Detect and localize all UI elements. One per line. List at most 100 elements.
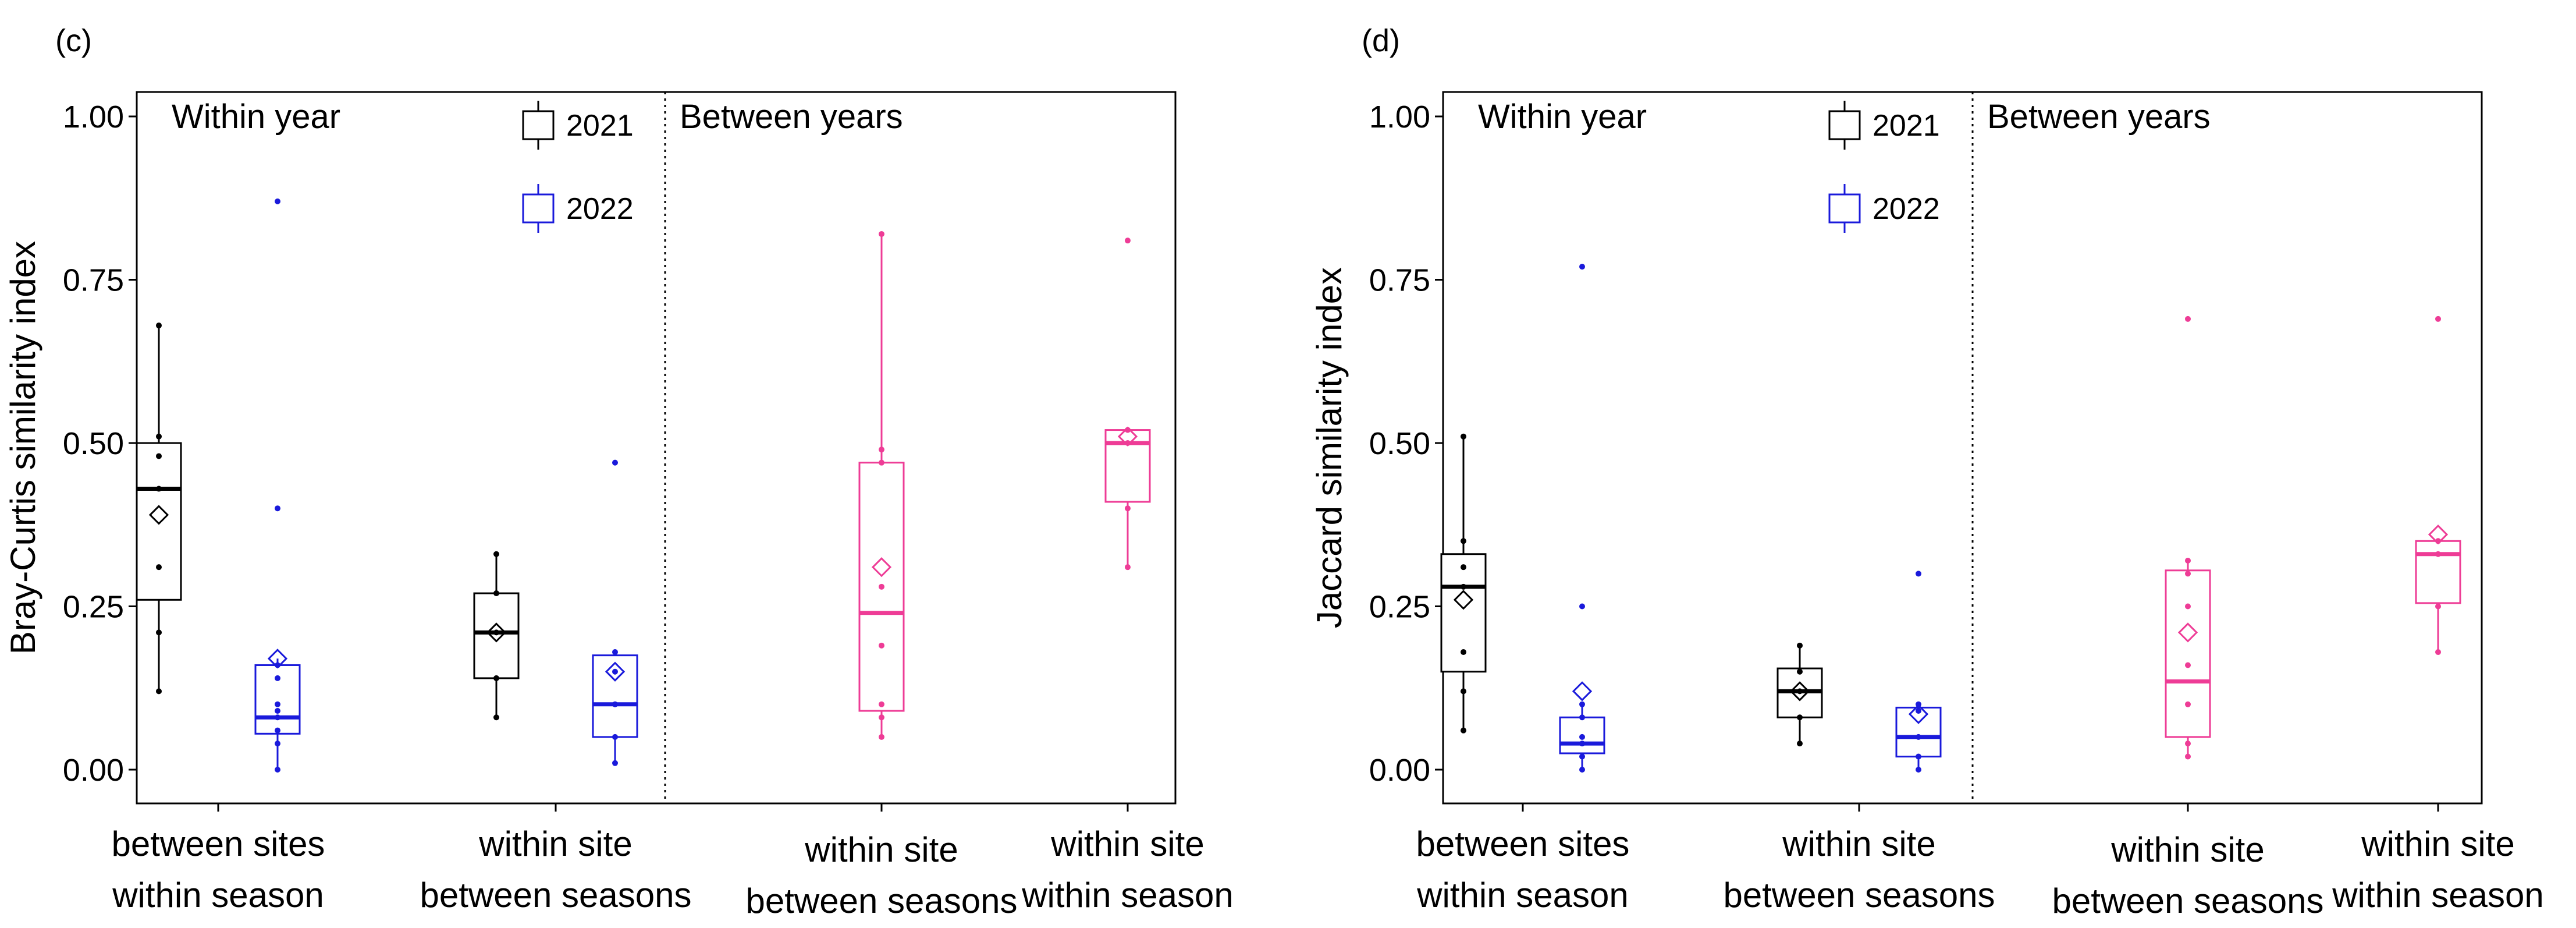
region-label-within-year: Within year — [1478, 98, 1647, 136]
data-point — [156, 564, 162, 571]
box-between-group-3 — [1104, 238, 1151, 571]
data-point — [156, 453, 162, 459]
outlier-point — [275, 198, 280, 204]
y-tick-label: 1.00 — [63, 100, 124, 134]
legend-label: 2021 — [1873, 109, 1940, 143]
data-point — [493, 714, 499, 721]
y-tick-label: 0.00 — [63, 753, 124, 788]
data-point — [1461, 433, 1466, 440]
box-body — [592, 654, 638, 738]
data-point — [1797, 714, 1803, 721]
box-2022-group-0 — [254, 198, 301, 773]
data-point — [612, 734, 618, 740]
data-point — [1461, 538, 1466, 544]
data-point — [1579, 741, 1585, 747]
data-point — [1797, 642, 1803, 649]
box-between-group-2 — [2165, 316, 2211, 760]
data-point — [879, 447, 884, 453]
data-point — [2435, 603, 2441, 610]
legend-label: 2022 — [566, 192, 634, 226]
data-point — [2435, 649, 2441, 656]
legend-item-2021: 2021 — [1828, 101, 1940, 150]
data-point — [156, 688, 162, 695]
region-label-between-years: Between years — [680, 98, 903, 136]
data-point — [1461, 727, 1466, 734]
data-point — [1461, 583, 1466, 590]
data-point — [156, 433, 162, 440]
legend-item-2021: 2021 — [522, 101, 634, 150]
data-point — [1797, 741, 1803, 747]
box-between-group-2 — [858, 231, 905, 740]
data-point — [2185, 603, 2191, 610]
data-point — [1461, 649, 1466, 656]
y-tick-label: 0.25 — [1369, 590, 1430, 625]
y-axis-title: Bray-Curtis similarity index — [3, 241, 42, 654]
region-label-between-years: Between years — [1987, 98, 2211, 136]
data-point — [275, 727, 280, 734]
panel-d: (d) Jaccard similarity index 0.00 0.25 0.50 0… — [1310, 23, 2544, 920]
data-point — [612, 668, 618, 675]
data-point — [1797, 688, 1803, 695]
data-point — [1579, 767, 1585, 773]
data-point — [1461, 564, 1466, 571]
data-point — [612, 760, 618, 766]
mean-marker — [605, 661, 626, 682]
box-body — [2415, 540, 2461, 604]
legend-box — [522, 110, 555, 140]
box-2021-group-1 — [473, 551, 520, 721]
data-point — [879, 231, 884, 237]
data-point — [1916, 767, 1921, 773]
legend-box — [1828, 110, 1861, 140]
mean-marker — [2177, 622, 2198, 643]
data-point — [1579, 701, 1585, 707]
data-point — [156, 323, 162, 329]
x-category-label-line1: within site — [1050, 824, 1204, 863]
data-point — [612, 649, 618, 656]
y-tick-label: 0.25 — [63, 590, 124, 625]
y-tick-label: 0.50 — [1369, 426, 1430, 461]
data-point — [275, 741, 280, 747]
y-tick-label: 0.75 — [63, 263, 124, 298]
data-point — [275, 714, 280, 721]
data-point — [879, 734, 884, 740]
y-tick-label: 0.00 — [1369, 753, 1430, 788]
box-2021-group-0 — [136, 323, 182, 695]
outlier-point — [1579, 264, 1585, 270]
box-body — [2165, 569, 2211, 738]
data-point — [879, 701, 884, 707]
data-point — [1916, 708, 1921, 714]
box-body — [1895, 706, 1942, 758]
data-point — [275, 701, 280, 707]
legend-label: 2022 — [1873, 192, 1940, 226]
x-category-label-line2: within season — [2332, 876, 2544, 915]
data-point — [493, 551, 499, 557]
x-category-label-line2: between seasons — [2052, 881, 2324, 920]
data-point — [1579, 753, 1585, 760]
data-point — [156, 486, 162, 492]
x-category-label-line1: within site — [2110, 830, 2264, 869]
box-2022-group-1 — [592, 459, 638, 766]
outlier-point — [2435, 316, 2441, 322]
data-point — [1125, 505, 1131, 512]
data-point — [275, 708, 280, 714]
data-point — [2185, 741, 2191, 747]
data-point — [879, 583, 884, 590]
data-point — [275, 675, 280, 681]
region-label-within-year: Within year — [172, 98, 340, 136]
x-category-label-line2: between seasons — [1724, 876, 1995, 915]
x-category-label-line2: within season — [1021, 876, 1234, 915]
outlier-point — [275, 505, 280, 512]
x-category-label-line2: within season — [1416, 876, 1629, 915]
data-point — [1916, 753, 1921, 760]
data-point — [2435, 551, 2441, 557]
x-category-label-line1: within site — [1782, 824, 1935, 863]
data-point — [1797, 668, 1803, 675]
mean-marker — [1789, 681, 1810, 702]
mean-marker — [2428, 524, 2449, 545]
outlier-point — [612, 459, 618, 466]
data-point — [2185, 571, 2191, 577]
mean-marker — [1117, 426, 1138, 447]
legend-item-2022: 2022 — [522, 184, 634, 233]
outlier-point — [1125, 238, 1131, 244]
